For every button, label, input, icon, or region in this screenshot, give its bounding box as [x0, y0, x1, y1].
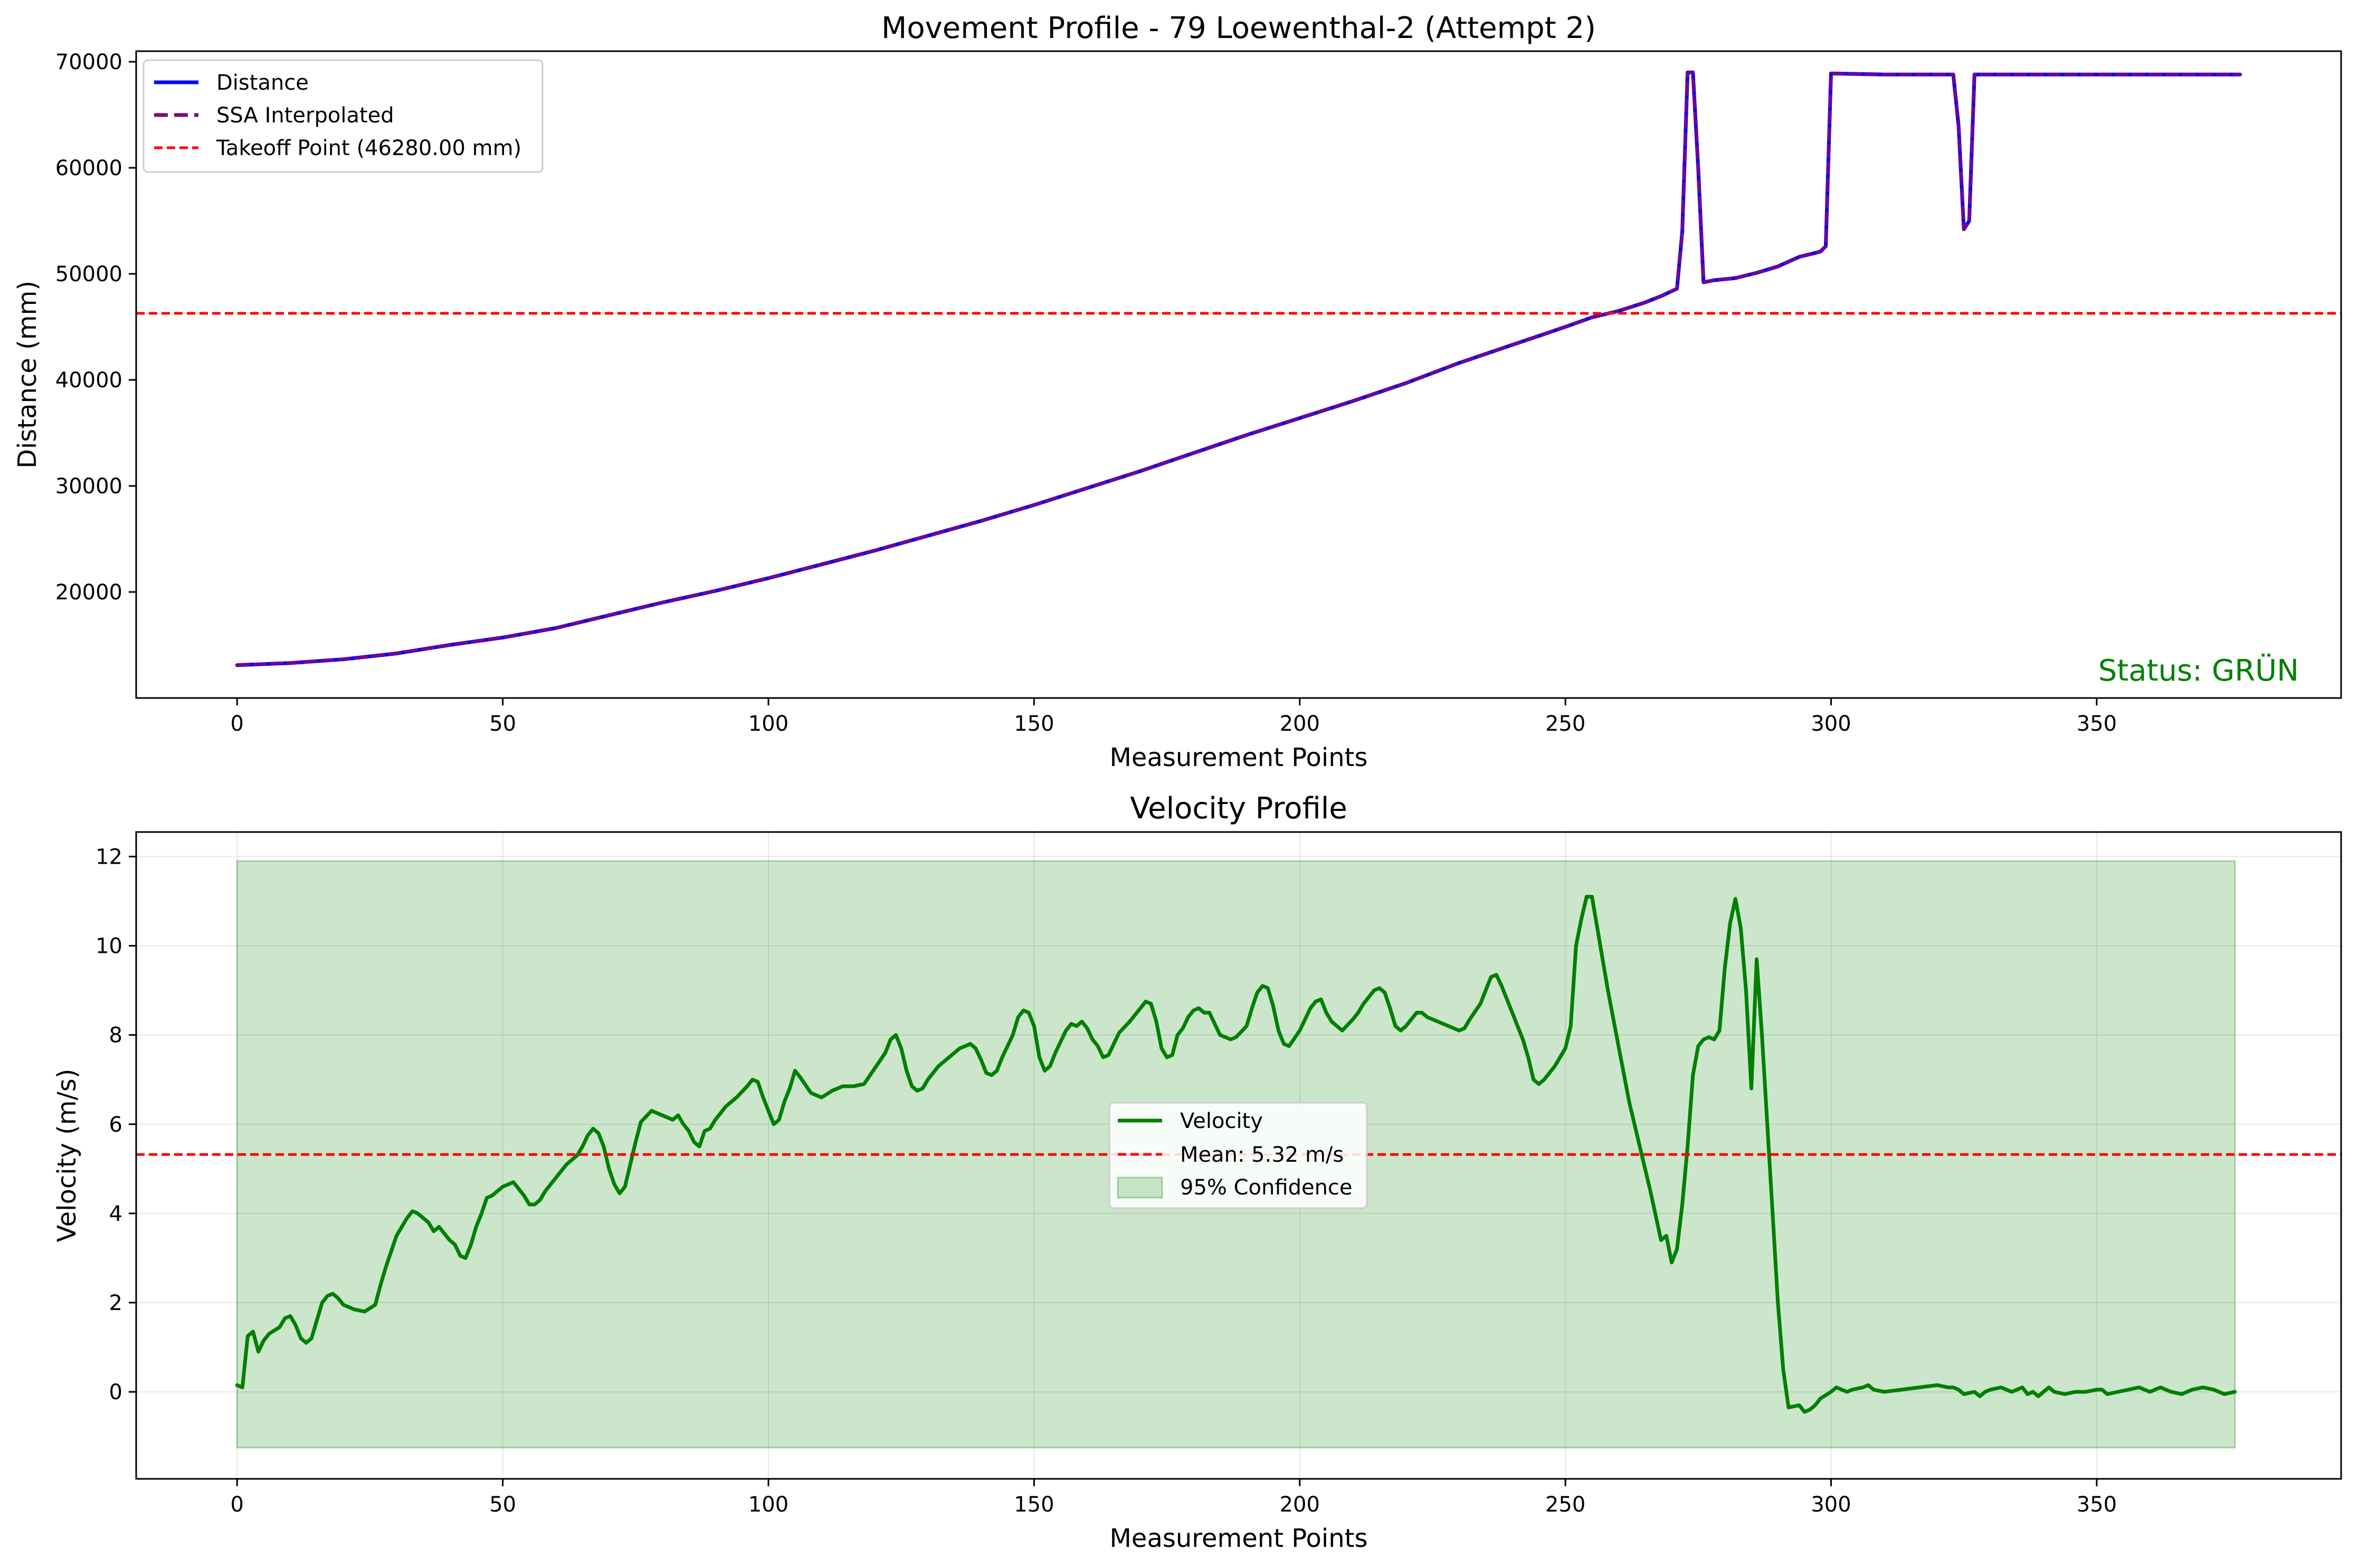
distance-chart-title: Movement Profile - 79 Loewenthal-2 (Atte…: [881, 11, 1596, 45]
distance-x-tick-label: 100: [748, 712, 788, 736]
velocity-y-tick-label: 4: [109, 1202, 122, 1226]
velocity-y-tick-label: 8: [109, 1024, 122, 1048]
legend-ssa-label: SSA Interpolated: [216, 103, 394, 128]
velocity-legend: Velocity Mean: 5.32 m/s 95% Confidence: [1108, 1102, 1368, 1209]
distance-x-tick-label: 350: [2077, 712, 2117, 736]
distance-y-ticks: 20000 30000 40000 50000 60000 70000: [55, 50, 136, 605]
velocity-x-tick-label: 50: [489, 1493, 516, 1517]
distance-x-tick-label: 150: [1014, 712, 1054, 736]
distance-x-tick-label: 200: [1280, 712, 1320, 736]
velocity-x-tick-label: 350: [2077, 1493, 2117, 1517]
velocity-x-tick-label: 150: [1014, 1493, 1054, 1517]
distance-x-tick-label: 250: [1545, 712, 1585, 736]
distance-y-tick-label: 50000: [55, 262, 122, 286]
distance-x-tick-label: 300: [1811, 712, 1851, 736]
velocity-chart-title: Velocity Profile: [1130, 791, 1347, 826]
distance-legend-box: [142, 59, 544, 173]
velocity-y-tick-label: 6: [109, 1113, 122, 1137]
velocity-series-line-0: [235, 895, 2237, 1414]
distance-y-tick-label: 30000: [55, 474, 122, 499]
distance-chart: Movement Profile - 79 Loewenthal-2 (Atte…: [13, 11, 2342, 772]
legend-confidence-label: 95% Confidence: [1180, 1175, 1353, 1200]
distance-x-tick-label: 0: [231, 712, 244, 736]
distance-series-line-1: [235, 71, 2242, 667]
distance-x-axis-label: Measurement Points: [1110, 743, 1368, 772]
velocity-x-tick-label: 200: [1280, 1493, 1320, 1517]
velocity-legend-box: [1108, 1102, 1368, 1209]
velocity-plot-frame: [135, 831, 2342, 1480]
legend-distance-label: Distance: [216, 71, 309, 95]
velocity-y-tick-label: 2: [109, 1291, 122, 1315]
velocity-x-tick-label: 300: [1811, 1493, 1851, 1517]
velocity-x-ticks: 0 50 100 150 200 250 300 350: [231, 1479, 2117, 1517]
distance-x-ticks: 0 50 100 150 200 250 300 350: [231, 698, 2117, 736]
legend-confidence-swatch: [1117, 1177, 1163, 1199]
velocity-y-ticks: 0 2 4 6 8 10 12: [96, 845, 136, 1404]
velocity-y-tick-label: 0: [109, 1380, 122, 1404]
velocity-x-tick-label: 100: [748, 1493, 788, 1517]
velocity-y-tick-label: 10: [96, 934, 122, 959]
distance-x-tick-label: 50: [489, 712, 516, 736]
distance-y-tick-label: 60000: [55, 156, 122, 180]
distance-y-axis-label: Distance (mm): [13, 281, 42, 469]
velocity-y-tick-label: 12: [96, 845, 122, 869]
velocity-x-tick-label: 0: [231, 1493, 244, 1517]
distance-lines: [136, 70, 2341, 667]
distance-legend: Distance SSA Interpolated Takeoff Point …: [142, 59, 544, 173]
distance-y-tick-label: 70000: [55, 50, 122, 74]
velocity-x-axis-label: Measurement Points: [1110, 1524, 1368, 1553]
distance-y-tick-label: 40000: [55, 368, 122, 393]
legend-takeoff-label: Takeoff Point (46280.00 mm): [216, 136, 521, 160]
velocity-chart: Velocity Profile 0 50 100 150 200 250 300 350 0…: [52, 791, 2342, 1553]
distance-plot-area: [135, 50, 2342, 699]
velocity-x-tick-label: 250: [1545, 1493, 1585, 1517]
legend-velocity-label: Velocity: [1180, 1109, 1263, 1133]
velocity-y-axis-label: Velocity (m/s): [52, 1069, 82, 1242]
legend-mean-label: Mean: 5.32 m/s: [1180, 1143, 1344, 1167]
status-text: Status: GRÜN: [2098, 654, 2299, 688]
distance-plot-frame: [135, 50, 2342, 699]
distance-y-tick-label: 20000: [55, 580, 122, 605]
